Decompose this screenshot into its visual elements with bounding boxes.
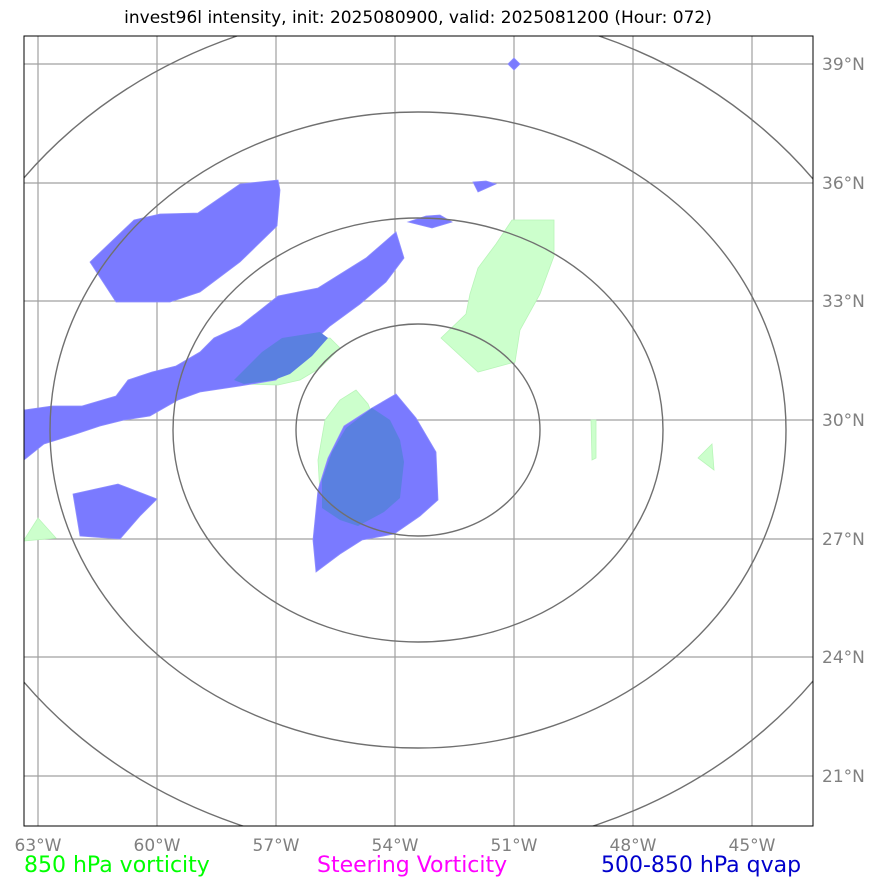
vorticity-contour-streak: [590, 419, 597, 461]
longitude-labels: 63°W 60°W 57°W 54°W 51°W 48°W 45°W: [15, 836, 776, 856]
lat-label-24n: 24°N: [822, 648, 865, 668]
map-title: invest96l intensity, init: 2025080900, v…: [124, 8, 712, 28]
plot-frame: [23, 35, 814, 827]
range-ring-3: [49, 111, 787, 749]
legend-vorticity-850: 850 hPa vorticity: [24, 853, 210, 878]
qvap-marker-north: [507, 57, 521, 71]
qvap-contour-southwest: [72, 483, 158, 540]
range-rings: [24, 36, 813, 826]
vorticity-contour-southwest: [24, 517, 57, 542]
lat-label-27n: 27°N: [822, 530, 865, 550]
lat-label-30n: 30°N: [822, 411, 865, 431]
lon-label-57w: 57°W: [253, 836, 300, 856]
qvap-contour-band: [24, 231, 405, 461]
overlap-layer: [234, 332, 404, 526]
lon-label-60w: 60°W: [134, 836, 181, 856]
overlap-band: [234, 332, 328, 384]
lon-label-48w: 48°W: [610, 836, 657, 856]
lat-label-21n: 21°N: [822, 767, 865, 787]
lon-label-51w: 51°W: [491, 836, 538, 856]
lat-label-36n: 36°N: [822, 174, 865, 194]
legend-qvap: 500-850 hPa qvap: [601, 853, 802, 878]
qvap-layer: [24, 57, 521, 573]
qvap-contour-small-north: [406, 214, 453, 229]
latitude-labels: 39°N 36°N 33°N 30°N 27°N 24°N 21°N: [822, 55, 865, 787]
lon-label-54w: 54°W: [372, 836, 419, 856]
lat-label-33n: 33°N: [822, 292, 865, 312]
legend-steering-vorticity: Steering Vorticity: [317, 853, 508, 878]
range-ring-2: [172, 217, 664, 643]
qvap-contour-tiny-north: [472, 180, 498, 193]
lat-label-39n: 39°N: [822, 55, 865, 75]
vorticity-contour-far-east: [697, 443, 715, 471]
qvap-contour-northwest: [89, 179, 281, 303]
lon-label-63w: 63°W: [15, 836, 62, 856]
range-ring-1: [295, 323, 541, 537]
lon-label-45w: 45°W: [729, 836, 776, 856]
overlap-center: [322, 408, 404, 526]
